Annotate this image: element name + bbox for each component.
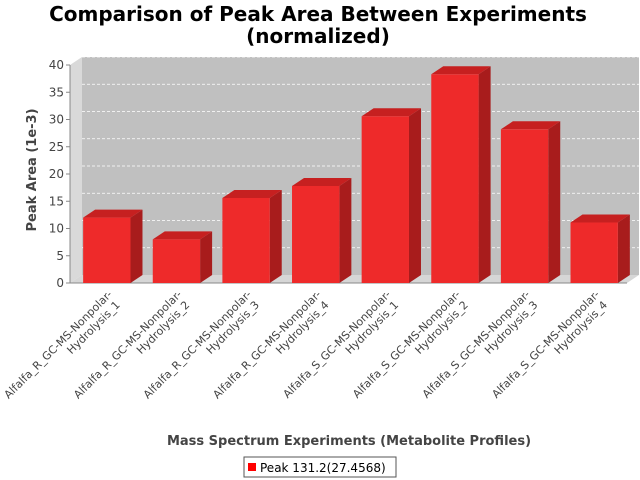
bar-side-face bbox=[339, 177, 352, 283]
y-tick-label: 0 bbox=[56, 276, 64, 290]
bar-side-face bbox=[408, 108, 421, 283]
bar-side-face bbox=[130, 209, 143, 283]
x-axis-category-labels: Alfalfa_R_GC-MS-Nonpolar-Hydrolysis_1Alf… bbox=[2, 288, 611, 411]
chart-title-line-1: Comparison of Peak Area Between Experime… bbox=[49, 2, 587, 26]
bar-front-face bbox=[292, 185, 340, 283]
legend-label: Peak 131.2(27.4568) bbox=[260, 461, 386, 475]
legend-box bbox=[243, 456, 397, 478]
chart-title-line-2: (normalized) bbox=[246, 24, 390, 48]
bar-front-face bbox=[152, 239, 201, 283]
bar-front-face bbox=[83, 217, 131, 283]
y-tick-label: 10 bbox=[49, 222, 64, 236]
bar-top-face bbox=[570, 214, 630, 223]
y-tick-label: 15 bbox=[49, 194, 64, 208]
bar-top-face bbox=[152, 231, 213, 240]
bar-top-face bbox=[83, 209, 143, 218]
bar-side-face bbox=[548, 121, 561, 283]
bar bbox=[83, 209, 143, 283]
bar-side-face bbox=[478, 66, 491, 283]
bar-top-face bbox=[222, 189, 282, 198]
bar-side-face bbox=[269, 189, 282, 283]
bar bbox=[431, 66, 491, 283]
y-tick-label: 25 bbox=[49, 140, 64, 154]
bar-top-face bbox=[431, 66, 491, 75]
y-tick-label: 30 bbox=[49, 113, 64, 127]
y-axis-title: Peak Area (1e-3) bbox=[25, 108, 40, 231]
bars bbox=[83, 66, 630, 283]
bar bbox=[152, 231, 213, 283]
bar-side-face bbox=[200, 231, 213, 283]
bar-top-face bbox=[500, 121, 561, 130]
y-tick-label: 40 bbox=[49, 58, 64, 72]
y-tick-label: 35 bbox=[49, 85, 64, 99]
legend: Peak 131.2(27.4568) bbox=[243, 456, 397, 478]
bar bbox=[500, 121, 561, 283]
y-tick-label: 5 bbox=[56, 249, 64, 263]
bar-front-face bbox=[570, 222, 618, 283]
bar-front-face bbox=[431, 74, 479, 283]
plot-left-wall bbox=[70, 57, 82, 283]
bar bbox=[222, 189, 282, 283]
bar bbox=[292, 177, 352, 283]
bar-side-face bbox=[617, 214, 630, 283]
x-axis-title: Mass Spectrum Experiments (Metabolite Pr… bbox=[167, 434, 531, 449]
bar-front-face bbox=[222, 197, 270, 283]
bar bbox=[361, 108, 421, 283]
plot-floor bbox=[70, 275, 639, 283]
x-tick-label: Alfalfa_R_GC-MS-Nonpolar-Hydrolysis_1 bbox=[2, 288, 125, 411]
bar-top-face bbox=[292, 177, 352, 186]
bar-top-face bbox=[361, 108, 421, 117]
y-tick-label: 20 bbox=[49, 167, 64, 181]
bar-front-face bbox=[361, 116, 409, 283]
legend-swatch bbox=[248, 463, 256, 471]
bar bbox=[570, 214, 630, 283]
bar-front-face bbox=[500, 129, 549, 283]
